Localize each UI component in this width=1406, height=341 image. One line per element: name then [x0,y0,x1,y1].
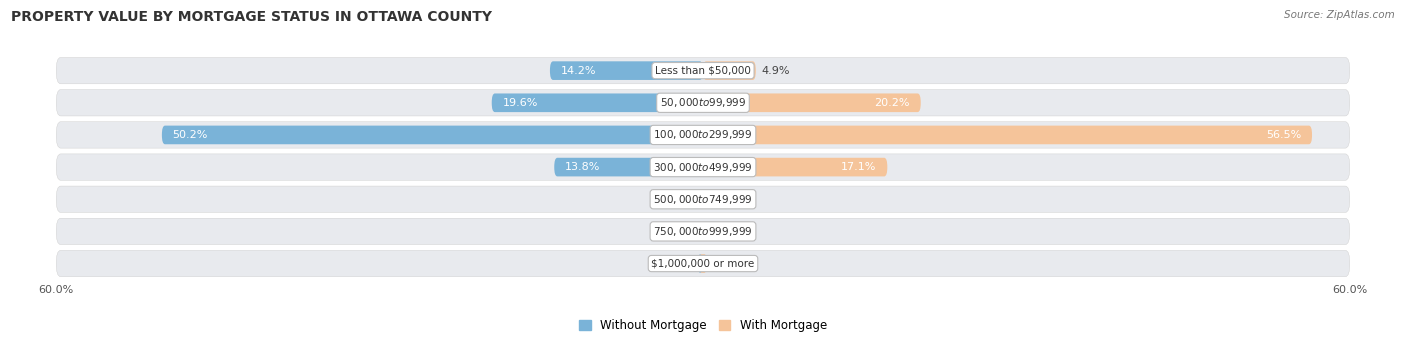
FancyBboxPatch shape [700,254,706,273]
FancyBboxPatch shape [56,218,1350,244]
Text: 4.9%: 4.9% [761,65,790,76]
FancyBboxPatch shape [703,61,756,80]
FancyBboxPatch shape [703,158,887,176]
FancyBboxPatch shape [56,250,1350,277]
Text: 19.6%: 19.6% [502,98,538,108]
Text: 50.2%: 50.2% [173,130,208,140]
FancyBboxPatch shape [554,158,703,176]
Legend: Without Mortgage, With Mortgage: Without Mortgage, With Mortgage [574,314,832,337]
Text: 0.56%: 0.56% [714,194,749,204]
Text: Source: ZipAtlas.com: Source: ZipAtlas.com [1284,10,1395,20]
Text: 17.1%: 17.1% [841,162,876,172]
Text: 1.1%: 1.1% [658,194,686,204]
Text: $50,000 to $99,999: $50,000 to $99,999 [659,96,747,109]
Text: 13.8%: 13.8% [565,162,600,172]
FancyBboxPatch shape [696,222,703,241]
FancyBboxPatch shape [703,125,1312,144]
FancyBboxPatch shape [56,154,1350,180]
Text: 20.2%: 20.2% [875,98,910,108]
Text: $100,000 to $299,999: $100,000 to $299,999 [654,129,752,142]
Text: $1,000,000 or more: $1,000,000 or more [651,258,755,269]
Text: 0.79%: 0.79% [717,226,752,236]
FancyBboxPatch shape [56,186,1350,212]
FancyBboxPatch shape [703,222,711,241]
Text: $750,000 to $999,999: $750,000 to $999,999 [654,225,752,238]
Text: 56.5%: 56.5% [1265,130,1302,140]
Text: Less than $50,000: Less than $50,000 [655,65,751,76]
FancyBboxPatch shape [492,93,703,112]
FancyBboxPatch shape [550,61,703,80]
Text: $300,000 to $499,999: $300,000 to $499,999 [654,161,752,174]
FancyBboxPatch shape [56,90,1350,116]
Text: 0.63%: 0.63% [655,226,690,236]
FancyBboxPatch shape [697,254,703,273]
FancyBboxPatch shape [703,93,921,112]
Text: 14.2%: 14.2% [561,65,596,76]
FancyBboxPatch shape [703,190,709,209]
FancyBboxPatch shape [162,125,703,144]
Text: $500,000 to $749,999: $500,000 to $749,999 [654,193,752,206]
Text: 0.0%: 0.0% [709,258,737,269]
FancyBboxPatch shape [56,57,1350,84]
Text: 0.52%: 0.52% [657,258,692,269]
FancyBboxPatch shape [56,122,1350,148]
Text: PROPERTY VALUE BY MORTGAGE STATUS IN OTTAWA COUNTY: PROPERTY VALUE BY MORTGAGE STATUS IN OTT… [11,10,492,24]
FancyBboxPatch shape [692,190,703,209]
